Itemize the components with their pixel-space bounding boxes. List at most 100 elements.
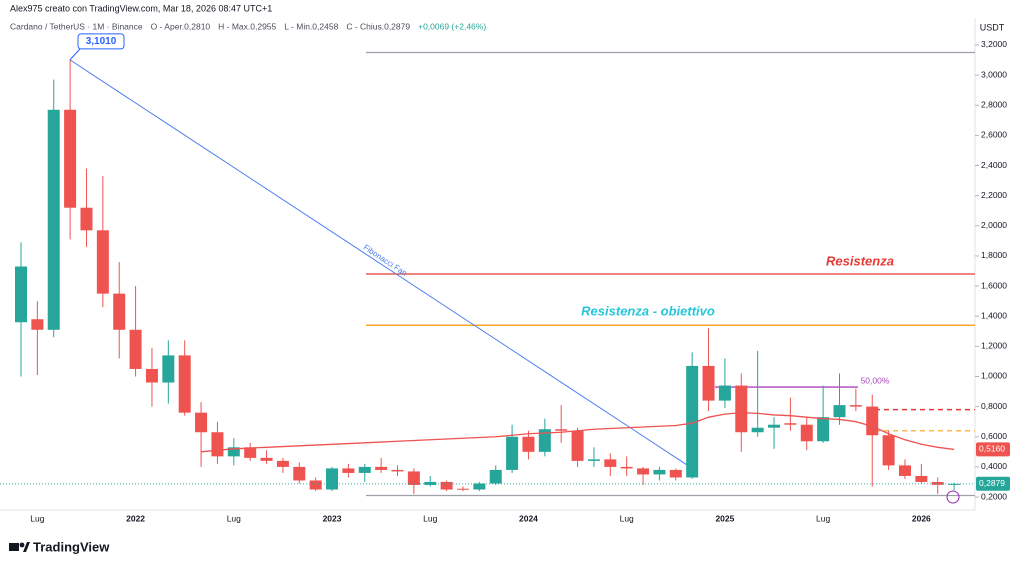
last-price-label-box xyxy=(976,476,1010,491)
y-tick-label: 2,8000 xyxy=(981,99,1007,109)
candle-body xyxy=(637,468,650,475)
candle-body xyxy=(47,109,60,330)
candle-body xyxy=(898,465,911,476)
candle-body xyxy=(358,466,371,473)
candle-body xyxy=(735,385,748,433)
candle-body xyxy=(849,405,862,407)
candle-body xyxy=(211,432,224,457)
legend-item: L - Min.0,2458 xyxy=(284,21,338,31)
y-tick-label: 2,0000 xyxy=(981,220,1007,230)
logo-text: TradingView xyxy=(33,539,110,554)
candle-body xyxy=(178,355,191,413)
candle-body xyxy=(440,481,453,490)
legend: Cardano / TetherUS · 1M · Binance O - Ape… xyxy=(10,21,486,31)
candle-body xyxy=(686,365,699,478)
candle-body xyxy=(800,424,813,442)
y-unit: USDT xyxy=(980,22,1005,32)
candle-body xyxy=(129,329,142,369)
candle-body xyxy=(915,475,928,482)
peak-pointer xyxy=(69,48,81,61)
candle-body xyxy=(113,293,126,330)
fib-fan-label: Fibonacci Fan xyxy=(362,243,409,278)
candle-body xyxy=(555,429,568,431)
ma-price-label: 0,5160 xyxy=(979,444,1005,454)
candle-body xyxy=(931,481,944,485)
logo: TradingView xyxy=(9,539,110,554)
candle-body xyxy=(96,230,109,294)
x-tick-label: 2025 xyxy=(715,513,734,523)
x-tick-label: Lug xyxy=(30,513,44,523)
candle-body xyxy=(571,430,584,461)
candle-body xyxy=(473,483,486,490)
candle-body xyxy=(604,459,617,467)
level-label: Resistenza xyxy=(826,253,894,268)
x-tick-label: 2024 xyxy=(519,513,538,523)
candle-body xyxy=(260,457,273,461)
candle-body xyxy=(31,319,44,330)
y-tick-label: 2,2000 xyxy=(981,190,1007,200)
candle-body xyxy=(326,468,339,490)
x-tick-label: Lug xyxy=(620,513,634,523)
candle-body xyxy=(375,466,388,470)
candle-body xyxy=(948,483,961,485)
candle-body xyxy=(424,481,437,485)
y-tick-label: 3,0000 xyxy=(981,69,1007,79)
legend-item: O - Aper.0,2810 xyxy=(151,21,211,31)
y-tick-label: 0,6000 xyxy=(981,431,1007,441)
y-tick-label: 1,8000 xyxy=(981,250,1007,260)
candle-body xyxy=(145,368,158,383)
candle-body xyxy=(751,427,764,433)
y-tick-label: 1,6000 xyxy=(981,280,1007,290)
candle-body xyxy=(506,436,519,470)
y-tick-label: 2,4000 xyxy=(981,160,1007,170)
candle-body xyxy=(784,423,797,425)
legend-item: +0,0069 (+2,46%) xyxy=(418,21,486,31)
x-tick-label: Lug xyxy=(227,513,241,523)
ma-price-label-box xyxy=(976,442,1010,457)
x-tick-label: Lug xyxy=(423,513,437,523)
candle-body xyxy=(342,468,355,473)
level-label: Resistenza - obiettivo xyxy=(581,304,715,319)
y-tick-label: 1,0000 xyxy=(981,371,1007,381)
legend-item: H - Max.0,2955 xyxy=(218,21,276,31)
legend-item: Cardano / TetherUS · 1M · Binance xyxy=(10,21,143,31)
candle-body xyxy=(80,207,93,231)
y-tick-label: 0,4000 xyxy=(981,461,1007,471)
candle-body xyxy=(276,460,289,467)
candle-body xyxy=(538,429,551,452)
y-tick-label: 1,2000 xyxy=(981,341,1007,351)
y-tick-label: 2,6000 xyxy=(981,130,1007,140)
candle-body xyxy=(391,469,404,472)
x-tick-label: Lug xyxy=(816,513,830,523)
candle-body xyxy=(768,424,781,428)
moving-average xyxy=(201,412,955,453)
y-tick-label: 0,8000 xyxy=(981,401,1007,411)
candle-body xyxy=(587,459,600,461)
last-price-label: 0,2879 xyxy=(979,478,1005,488)
candle-body xyxy=(309,480,322,490)
candle-body xyxy=(162,355,175,383)
header: Alex975 creato con TradingView.com, Mar … xyxy=(10,3,272,13)
candle-body xyxy=(817,417,830,442)
x-tick-label: 2026 xyxy=(912,513,931,523)
peak-label: 3,1010 xyxy=(86,36,117,47)
y-tick-label: 1,4000 xyxy=(981,310,1007,320)
candle-body xyxy=(293,466,306,481)
candle-body xyxy=(195,412,208,433)
x-tick-label: 2022 xyxy=(126,513,145,523)
candle-body xyxy=(522,436,535,452)
candle-body xyxy=(15,266,27,323)
y-tick-label: 3,2000 xyxy=(981,39,1007,49)
candle-body xyxy=(620,466,633,469)
y-tick-label: 0,2000 xyxy=(981,491,1007,501)
fib-fan-line xyxy=(69,59,691,468)
candle-body xyxy=(653,469,666,475)
alert-icon xyxy=(946,490,960,504)
candle-body xyxy=(866,406,879,436)
level-label: 50,00% xyxy=(861,375,890,385)
candle-body xyxy=(833,405,846,418)
peak-label-box xyxy=(77,33,125,50)
candle-body xyxy=(227,447,240,457)
candle-body xyxy=(718,385,731,401)
